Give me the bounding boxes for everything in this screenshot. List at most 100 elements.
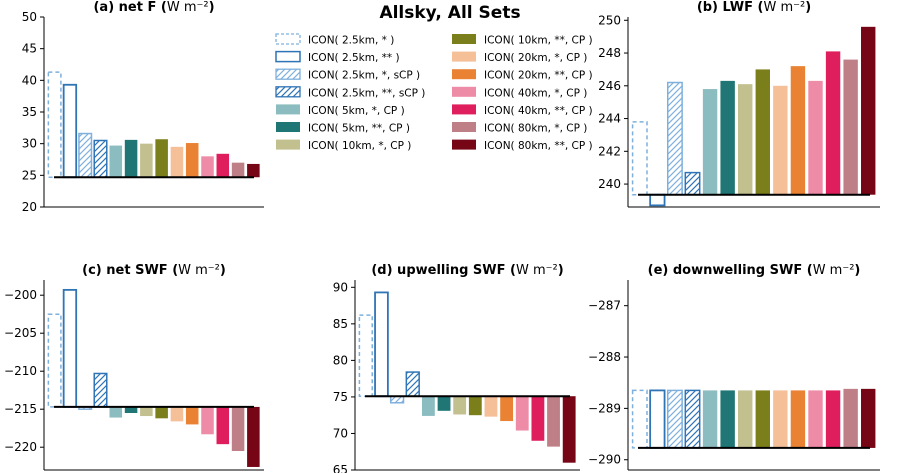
- bar-6: [738, 84, 753, 195]
- bar-3: [405, 371, 420, 397]
- y-tick-label: −220: [4, 440, 37, 454]
- bar-8: [773, 390, 788, 448]
- y-tick-label: 70: [333, 426, 348, 440]
- panel-3: 65 70 75 80 85 90 (d) upwelling SWF (W m⁻²): [333, 263, 580, 473]
- bar-7: [755, 69, 770, 195]
- bar-6: [738, 390, 753, 448]
- bar-1: [649, 389, 666, 449]
- bar-0: [47, 71, 62, 178]
- y-tick-label: 65: [333, 463, 348, 473]
- bar-10: [808, 80, 823, 195]
- bar-9: [500, 396, 514, 422]
- y-tick-label: 50: [22, 10, 37, 24]
- bar-8: [484, 396, 498, 417]
- bar-5: [437, 396, 451, 411]
- figure-title: Allsky, All Sets: [379, 3, 521, 23]
- bar-1: [62, 83, 78, 179]
- panel-title: (e) downwelling SWF (W m⁻²): [648, 263, 861, 278]
- y-tick-label: 40: [22, 73, 37, 87]
- y-tick-label: 30: [22, 137, 37, 151]
- y-tick-label: 240: [598, 177, 621, 191]
- bar-8: [773, 85, 788, 195]
- bar-11: [216, 406, 230, 445]
- panel-title: (c) net SWF (W m⁻²): [82, 263, 226, 278]
- bar-7: [155, 139, 168, 178]
- bar-3: [93, 139, 108, 178]
- bar-2: [78, 132, 93, 178]
- y-tick-label: −287: [588, 299, 621, 313]
- bar-0: [358, 314, 373, 397]
- bar-11: [825, 51, 841, 195]
- y-tick-label: 35: [22, 105, 37, 119]
- panel-0: 20 25 30 35 40 45 50 (a) net F (W m⁻²): [22, 0, 264, 214]
- y-tick-label: −288: [588, 350, 621, 364]
- bar-13: [247, 406, 260, 467]
- bar-5: [124, 406, 138, 413]
- bar-10: [808, 390, 823, 448]
- legend-swatch: [275, 86, 301, 98]
- bar-13: [861, 26, 876, 195]
- bar-5: [720, 80, 735, 195]
- legend-swatch: [276, 139, 300, 150]
- bar-6: [140, 406, 153, 417]
- bar-4: [109, 145, 123, 178]
- bar-9: [790, 66, 806, 195]
- legend-swatch: [275, 50, 301, 63]
- legend-swatch: [452, 69, 476, 80]
- legend-label: ICON( 5km, **, CP ): [308, 123, 410, 135]
- bar-1: [62, 288, 78, 408]
- bar-9: [185, 143, 199, 178]
- legend-label: ICON( 2.5km, **, sCP ): [308, 87, 425, 99]
- bar-5: [124, 139, 138, 178]
- y-tick-label: −215: [4, 402, 37, 416]
- bar-12: [547, 396, 560, 447]
- y-tick-label: 75: [333, 390, 348, 404]
- panel-2: −220 −215 −210 −205 −200 (c) net SWF (W m⁻²): [4, 263, 264, 471]
- bar-10: [201, 156, 214, 178]
- bar-11: [216, 153, 230, 178]
- bar-8: [170, 146, 184, 178]
- bar-3: [684, 389, 701, 449]
- legend-swatch: [276, 104, 300, 115]
- y-tick-label: 80: [333, 353, 348, 367]
- bar-10: [201, 406, 214, 435]
- bar-2: [666, 81, 683, 196]
- bar-11: [825, 390, 841, 448]
- bar-4: [702, 390, 718, 448]
- legend: ICON( 2.5km, * ) ICON( 2.5km, ** ) ICON( 2…: [275, 33, 593, 152]
- bar-11: [531, 396, 545, 441]
- legend-swatch: [275, 33, 301, 45]
- legend-swatch: [275, 68, 301, 80]
- bar-13: [861, 388, 876, 448]
- bar-4: [421, 396, 435, 416]
- panel-1: 240 242 244 246 248 250 (b) LWF (W m⁻²): [598, 0, 880, 208]
- bar-0: [47, 313, 62, 408]
- bar-12: [843, 59, 858, 195]
- bar-7: [755, 390, 770, 448]
- bar-1: [374, 291, 389, 398]
- y-tick-label: −210: [4, 364, 37, 378]
- panel-title: (b) LWF (W m⁻²): [697, 0, 811, 15]
- bar-6: [140, 143, 153, 178]
- legend-label: ICON( 10km, **, CP ): [484, 35, 593, 47]
- legend-label: ICON( 80km, *, CP ): [484, 123, 587, 135]
- bar-3: [684, 171, 701, 196]
- legend-swatch: [452, 104, 476, 115]
- y-tick-label: 90: [333, 280, 348, 294]
- legend-swatch: [452, 122, 476, 132]
- bar-5: [720, 390, 735, 448]
- legend-swatch: [452, 51, 476, 62]
- y-tick-label: 250: [598, 13, 621, 27]
- y-tick-label: 242: [598, 144, 621, 158]
- y-tick-label: 20: [22, 200, 37, 214]
- bar-4: [109, 406, 123, 418]
- bar-12: [231, 162, 245, 178]
- panel-4: −290 −289 −288 −287 (e) downwelling SWF (W m…: [588, 263, 880, 471]
- y-tick-label: 25: [22, 168, 37, 182]
- bar-2: [666, 389, 683, 449]
- legend-label: ICON( 20km, **, CP ): [484, 70, 593, 82]
- legend-label: ICON( 40km, **, CP ): [484, 105, 593, 117]
- bar-12: [843, 388, 858, 448]
- y-tick-label: −290: [588, 453, 621, 467]
- y-tick-label: 244: [598, 112, 621, 126]
